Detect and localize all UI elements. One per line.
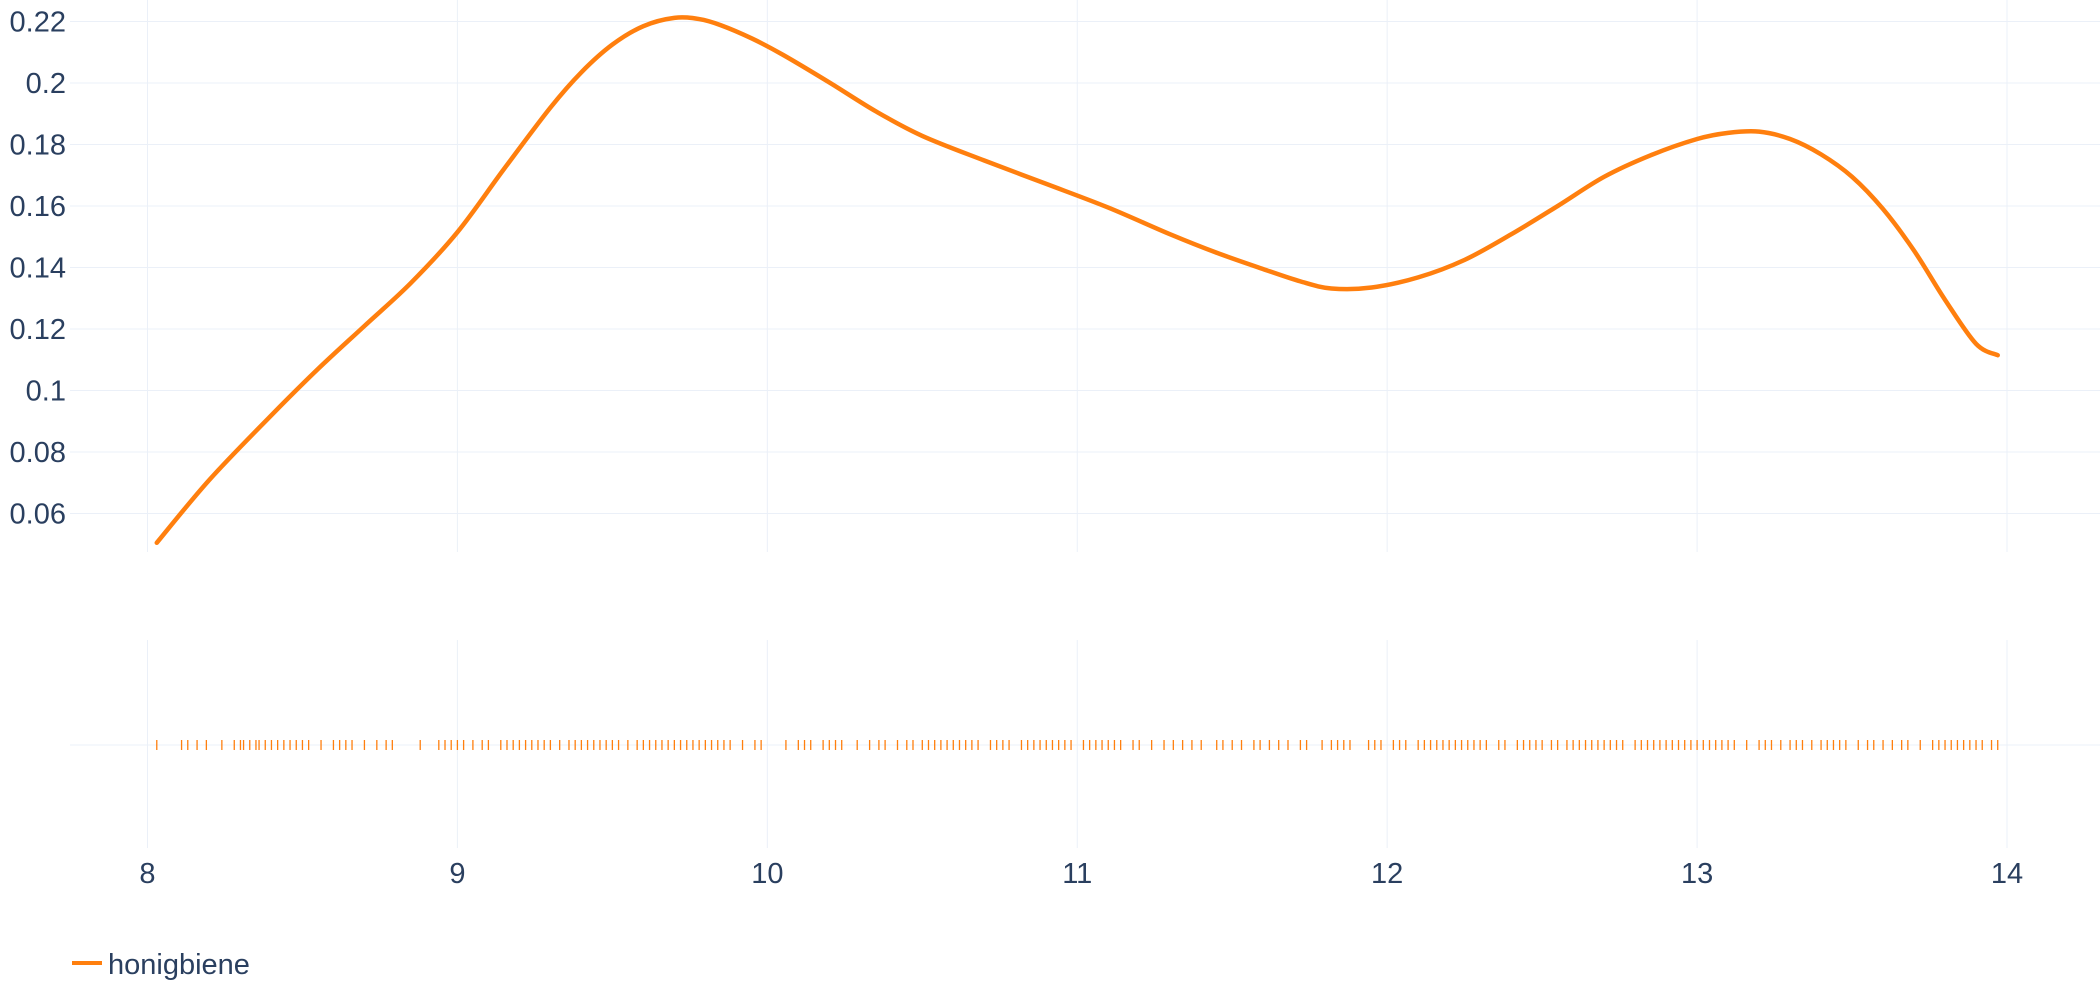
y-tick-label: 0.16 [10,191,66,223]
grid-lines [70,0,2100,848]
legend[interactable]: honigbiene [72,949,250,981]
x-tick-label: 11 [1062,858,1092,890]
x-axis-ticks: 8 9 10 11 12 13 14 [139,858,2023,890]
y-axis-ticks: 0.06 0.08 0.1 0.12 0.14 0.16 0.18 0.2 0.22 [10,7,66,531]
x-tick-label: 8 [139,858,155,890]
x-tick-label: 12 [1371,858,1403,890]
y-tick-label: 0.14 [10,253,66,285]
x-tick-label: 14 [1991,858,2023,890]
y-tick-label: 0.1 [26,376,66,408]
x-tick-label: 13 [1681,858,1713,890]
series-layer [154,15,2000,546]
legend-label-honigbiene: honigbiene [108,949,250,981]
rug-plot [156,740,1999,750]
x-tick-label: 10 [751,858,783,890]
y-tick-label: 0.2 [26,68,66,100]
y-tick-label: 0.12 [10,314,66,346]
y-tick-label: 0.18 [10,130,66,162]
x-tick-label: 9 [449,858,465,890]
y-tick-label: 0.22 [10,7,66,39]
y-tick-label: 0.08 [10,437,66,469]
y-tick-label: 0.06 [10,499,66,531]
series-line-honigbiene [154,15,2000,546]
